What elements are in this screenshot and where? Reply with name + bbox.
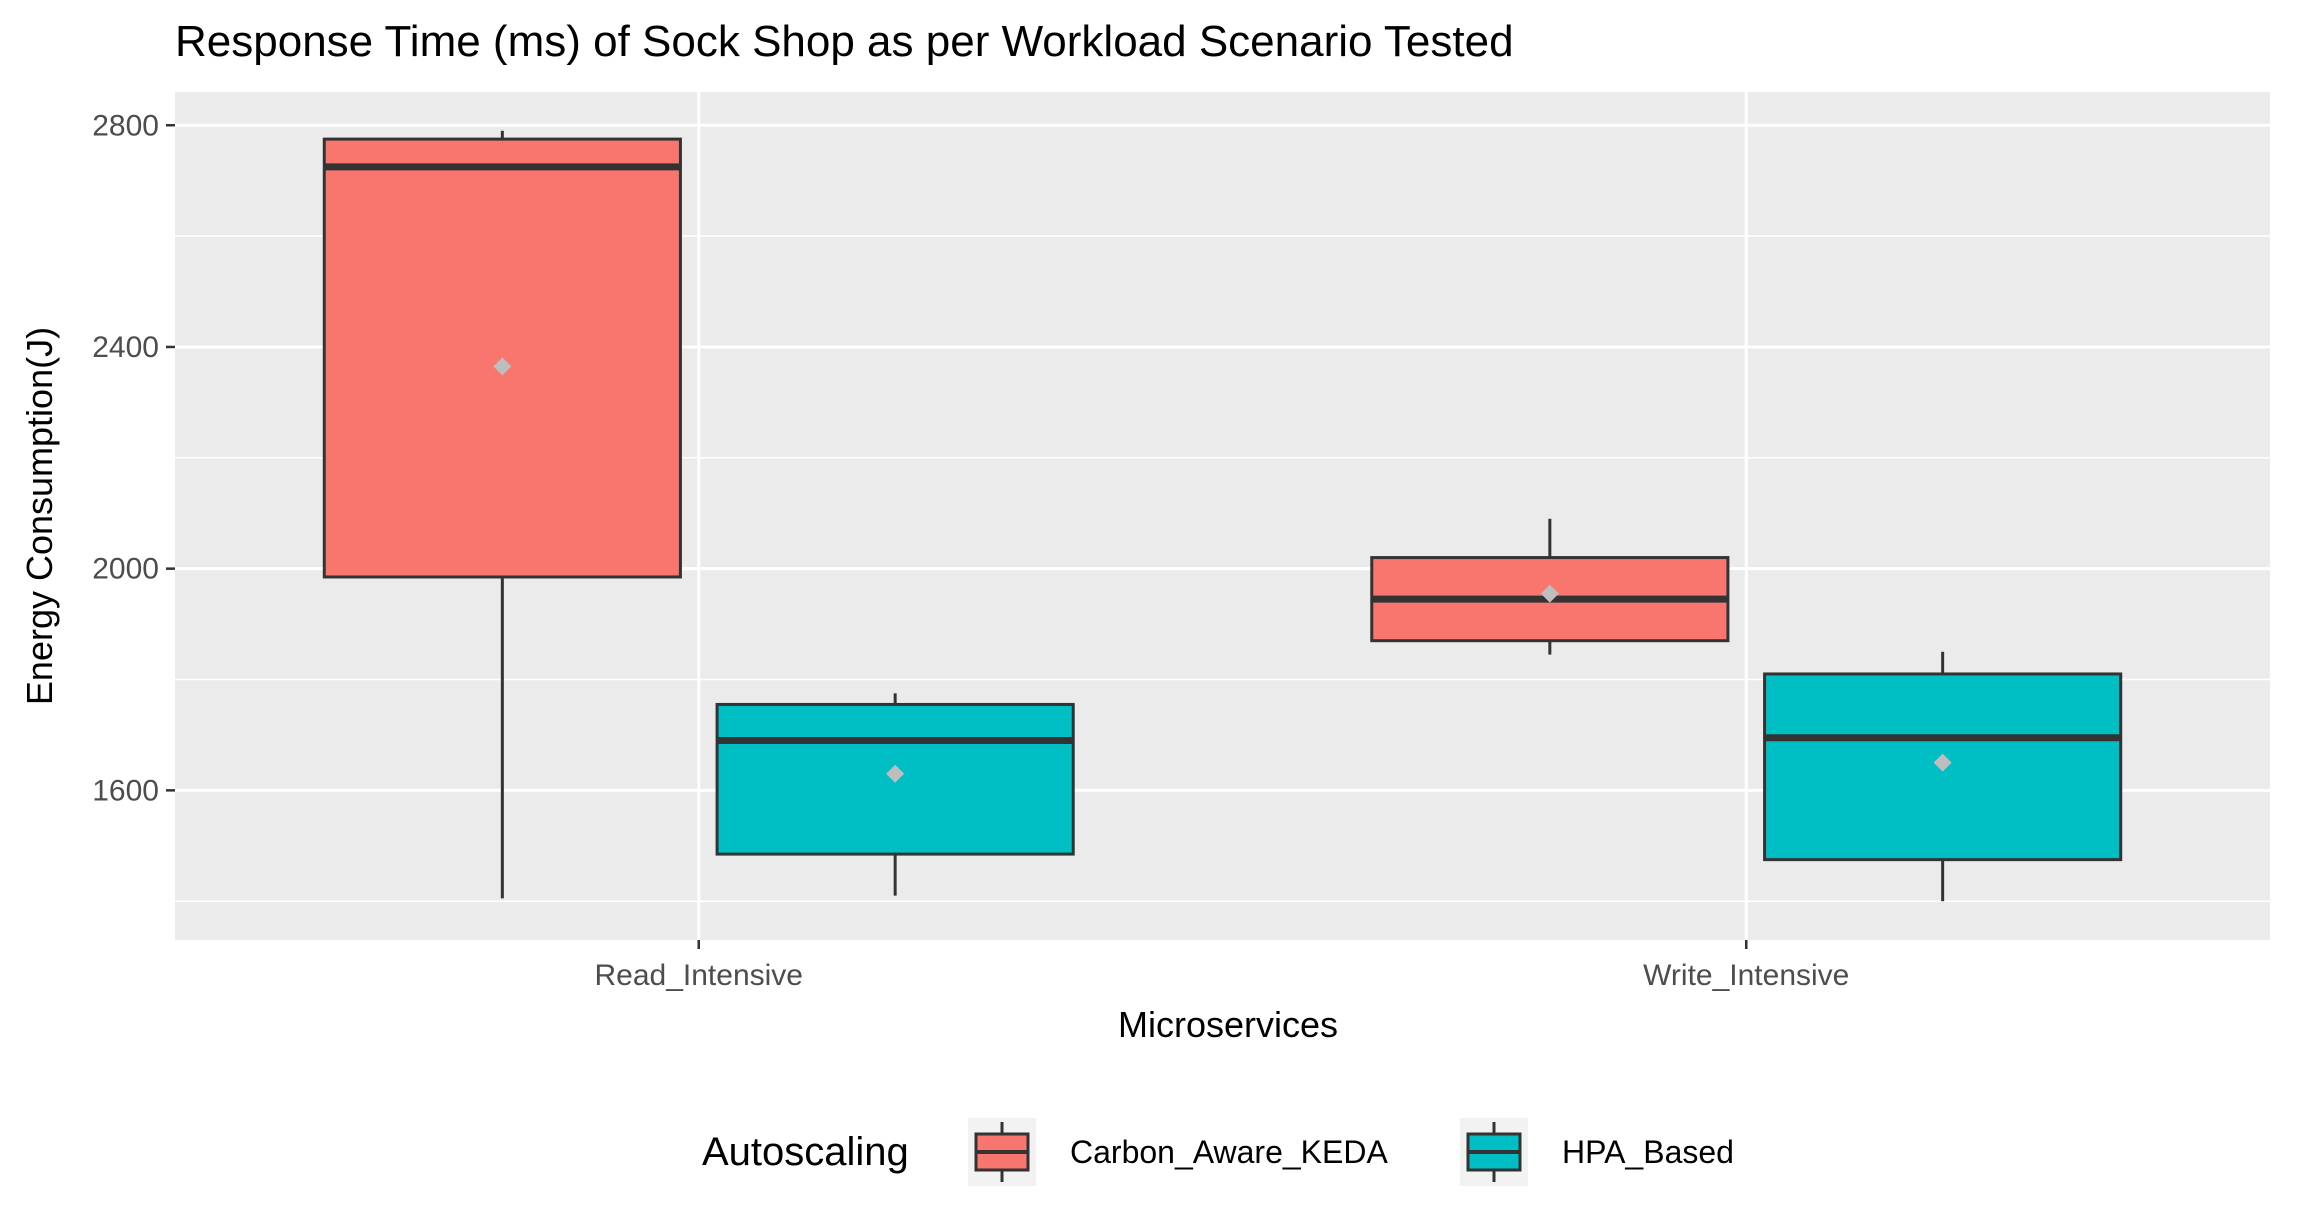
y-tick-label: 1600	[92, 774, 159, 807]
mean-marker	[1540, 584, 1559, 603]
boxplots	[322, 130, 2123, 902]
legend-label: HPA_Based	[1562, 1134, 1734, 1170]
mean-marker	[493, 357, 512, 376]
boxplot-HPA_Based-Read_Intensive	[715, 693, 1075, 896]
legend-item-Carbon_Aware_KEDA: Carbon_Aware_KEDA	[968, 1118, 1388, 1186]
x-tick-label: Write_Intensive	[1643, 959, 1849, 992]
y-tick-label: 2400	[92, 331, 159, 364]
x-tick-label: Read_Intensive	[595, 959, 803, 992]
y-tick-label: 2800	[92, 109, 159, 142]
boxplot-HPA_Based-Write_Intensive	[1763, 651, 2123, 902]
mean-marker	[1933, 753, 1952, 772]
boxplot-Carbon_Aware_KEDA-Write_Intensive	[1370, 518, 1730, 655]
chart-title: Response Time (ms) of Sock Shop as per W…	[175, 17, 1514, 66]
y-axis: 1600 2000 2400 2800	[92, 109, 175, 807]
y-tick-label: 2000	[92, 553, 159, 586]
x-axis: Read_Intensive Write_Intensive	[595, 940, 1849, 992]
x-axis-title: Microservices	[1118, 1004, 1338, 1045]
mean-marker	[886, 764, 905, 783]
boxplot-Carbon_Aware_KEDA-Read_Intensive	[322, 130, 682, 899]
legend-item-HPA_Based: HPA_Based	[1460, 1118, 1734, 1186]
legend: Autoscaling Carbon_Aware_KEDA HPA_Based	[702, 1118, 1734, 1186]
y-axis-title: Energy Consumption(J)	[19, 327, 60, 705]
legend-title: Autoscaling	[702, 1130, 909, 1174]
legend-label: Carbon_Aware_KEDA	[1070, 1134, 1388, 1170]
